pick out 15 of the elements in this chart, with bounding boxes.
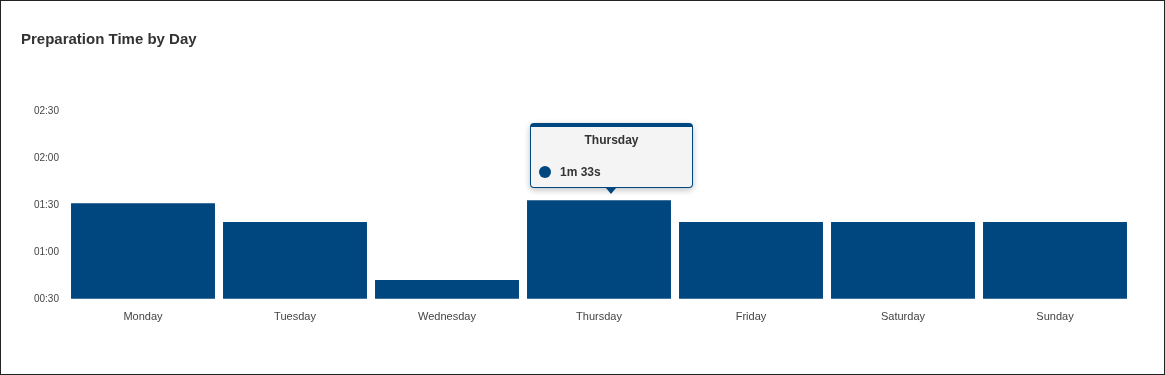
annotation: 1m 33s: [560, 165, 601, 179]
y-tick-label: 02:00: [33, 151, 60, 163]
annotation: Thursday: [583, 133, 640, 147]
x-tick-label: Sunday: [1036, 310, 1075, 323]
y-tick-label: 02:30: [33, 104, 60, 116]
x-tick-label: Wednesday: [418, 310, 477, 323]
chart-title: Preparation Time by Day: [21, 30, 198, 48]
x-tick-label: Saturday: [880, 310, 926, 323]
y-tick-label: 00:30: [33, 292, 60, 304]
x-tick-label: Thursday: [576, 310, 623, 323]
x-tick-label: Monday: [123, 310, 164, 323]
y-tick-label: 01:30: [33, 198, 60, 210]
x-tick-label: Tuesday: [274, 310, 317, 323]
y-tick-label: 01:00: [33, 245, 60, 257]
x-tick-label: Friday: [735, 310, 767, 323]
